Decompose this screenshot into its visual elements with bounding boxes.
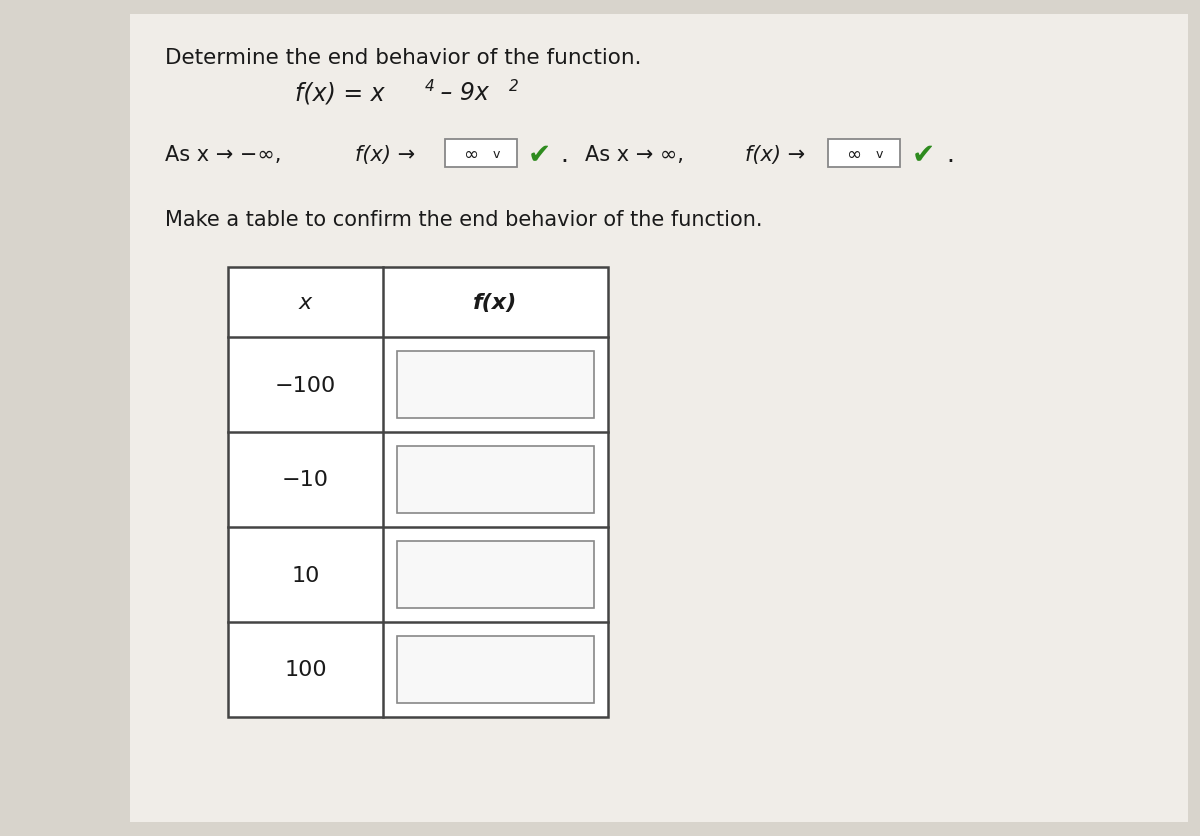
Text: v: v (493, 148, 500, 161)
Bar (397, 352, 594, 419)
Text: −10: −10 (282, 470, 329, 490)
Text: .: . (560, 143, 568, 167)
Text: – 9x: – 9x (433, 81, 488, 104)
Bar (228, 268, 608, 717)
Text: As x → −∞,: As x → −∞, (166, 145, 281, 165)
Text: 4: 4 (425, 79, 434, 94)
Text: Make a table to confirm the end behavior of the function.: Make a table to confirm the end behavior… (166, 210, 762, 230)
Text: 100: 100 (284, 660, 326, 680)
Text: 10: 10 (292, 565, 319, 585)
Bar (445, 140, 517, 168)
Text: f(x) →: f(x) → (355, 145, 415, 165)
Text: −100: −100 (275, 375, 336, 395)
Text: f(x) = x: f(x) = x (295, 81, 385, 104)
Text: As x → ∞,: As x → ∞, (586, 145, 684, 165)
Text: .: . (946, 143, 954, 167)
Bar (828, 140, 900, 168)
Text: f(x) →: f(x) → (745, 145, 805, 165)
Bar (228, 268, 608, 717)
Text: Determine the end behavior of the function.: Determine the end behavior of the functi… (166, 48, 642, 68)
Bar (130, 15, 1188, 822)
Text: ∞: ∞ (846, 145, 862, 164)
Bar (397, 446, 594, 513)
Bar (397, 542, 594, 609)
Text: v: v (876, 148, 883, 161)
Text: 2: 2 (509, 79, 518, 94)
Text: ✔: ✔ (528, 140, 551, 169)
Bar (397, 636, 594, 703)
Text: f(x): f(x) (473, 293, 517, 313)
Text: ∞: ∞ (463, 145, 478, 164)
Text: x: x (299, 293, 312, 313)
Text: ✔: ✔ (912, 140, 935, 169)
